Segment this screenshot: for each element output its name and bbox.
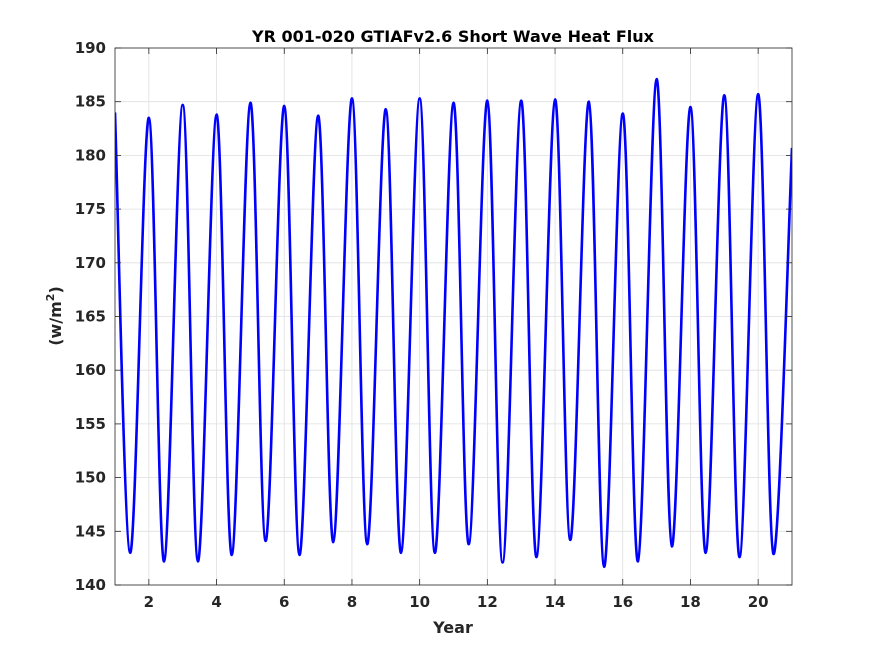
x-tick-label: 12 <box>477 593 498 611</box>
x-axis-title: Year <box>432 618 473 637</box>
x-tick-label: 8 <box>347 593 357 611</box>
y-tick-label: 180 <box>75 146 106 164</box>
x-tick-label: 4 <box>211 593 221 611</box>
y-axis-title: (w/m2) <box>44 286 65 346</box>
x-tick-label: 10 <box>409 593 430 611</box>
x-tick-label: 2 <box>144 593 154 611</box>
y-tick-label: 185 <box>75 93 106 111</box>
y-tick-label: 190 <box>75 39 106 57</box>
y-tick-label: 170 <box>75 254 106 272</box>
x-tick-label: 16 <box>612 593 633 611</box>
y-tick-labels: 140 145 150 155 160 165 170 175 180 185 190 <box>75 39 106 594</box>
x-tick-label: 20 <box>748 593 769 611</box>
y-tick-label: 140 <box>75 576 106 594</box>
x-tick-labels: 2 4 6 8 10 12 14 16 18 20 <box>144 593 769 611</box>
y-axis-title-prefix: (w/m <box>46 301 65 346</box>
y-tick-label: 160 <box>75 361 106 379</box>
series-line <box>115 77 792 569</box>
y-tick-label: 155 <box>75 415 106 433</box>
y-axis-title-suffix: ) <box>46 286 65 293</box>
y-tick-label: 150 <box>75 469 106 487</box>
chart-title: YR 001-020 GTIAFv2.6 Short Wave Heat Flu… <box>251 27 655 46</box>
y-tick-label: 175 <box>75 200 106 218</box>
y-tick-label: 145 <box>75 522 106 540</box>
x-tick-label: 18 <box>680 593 701 611</box>
y-tick-label: 165 <box>75 308 106 326</box>
y-axis-title-superscript: 2 <box>44 294 57 302</box>
x-tick-label: 14 <box>545 593 566 611</box>
x-tick-label: 6 <box>279 593 289 611</box>
grid-lines <box>115 47 792 586</box>
tick-marks <box>115 47 792 586</box>
